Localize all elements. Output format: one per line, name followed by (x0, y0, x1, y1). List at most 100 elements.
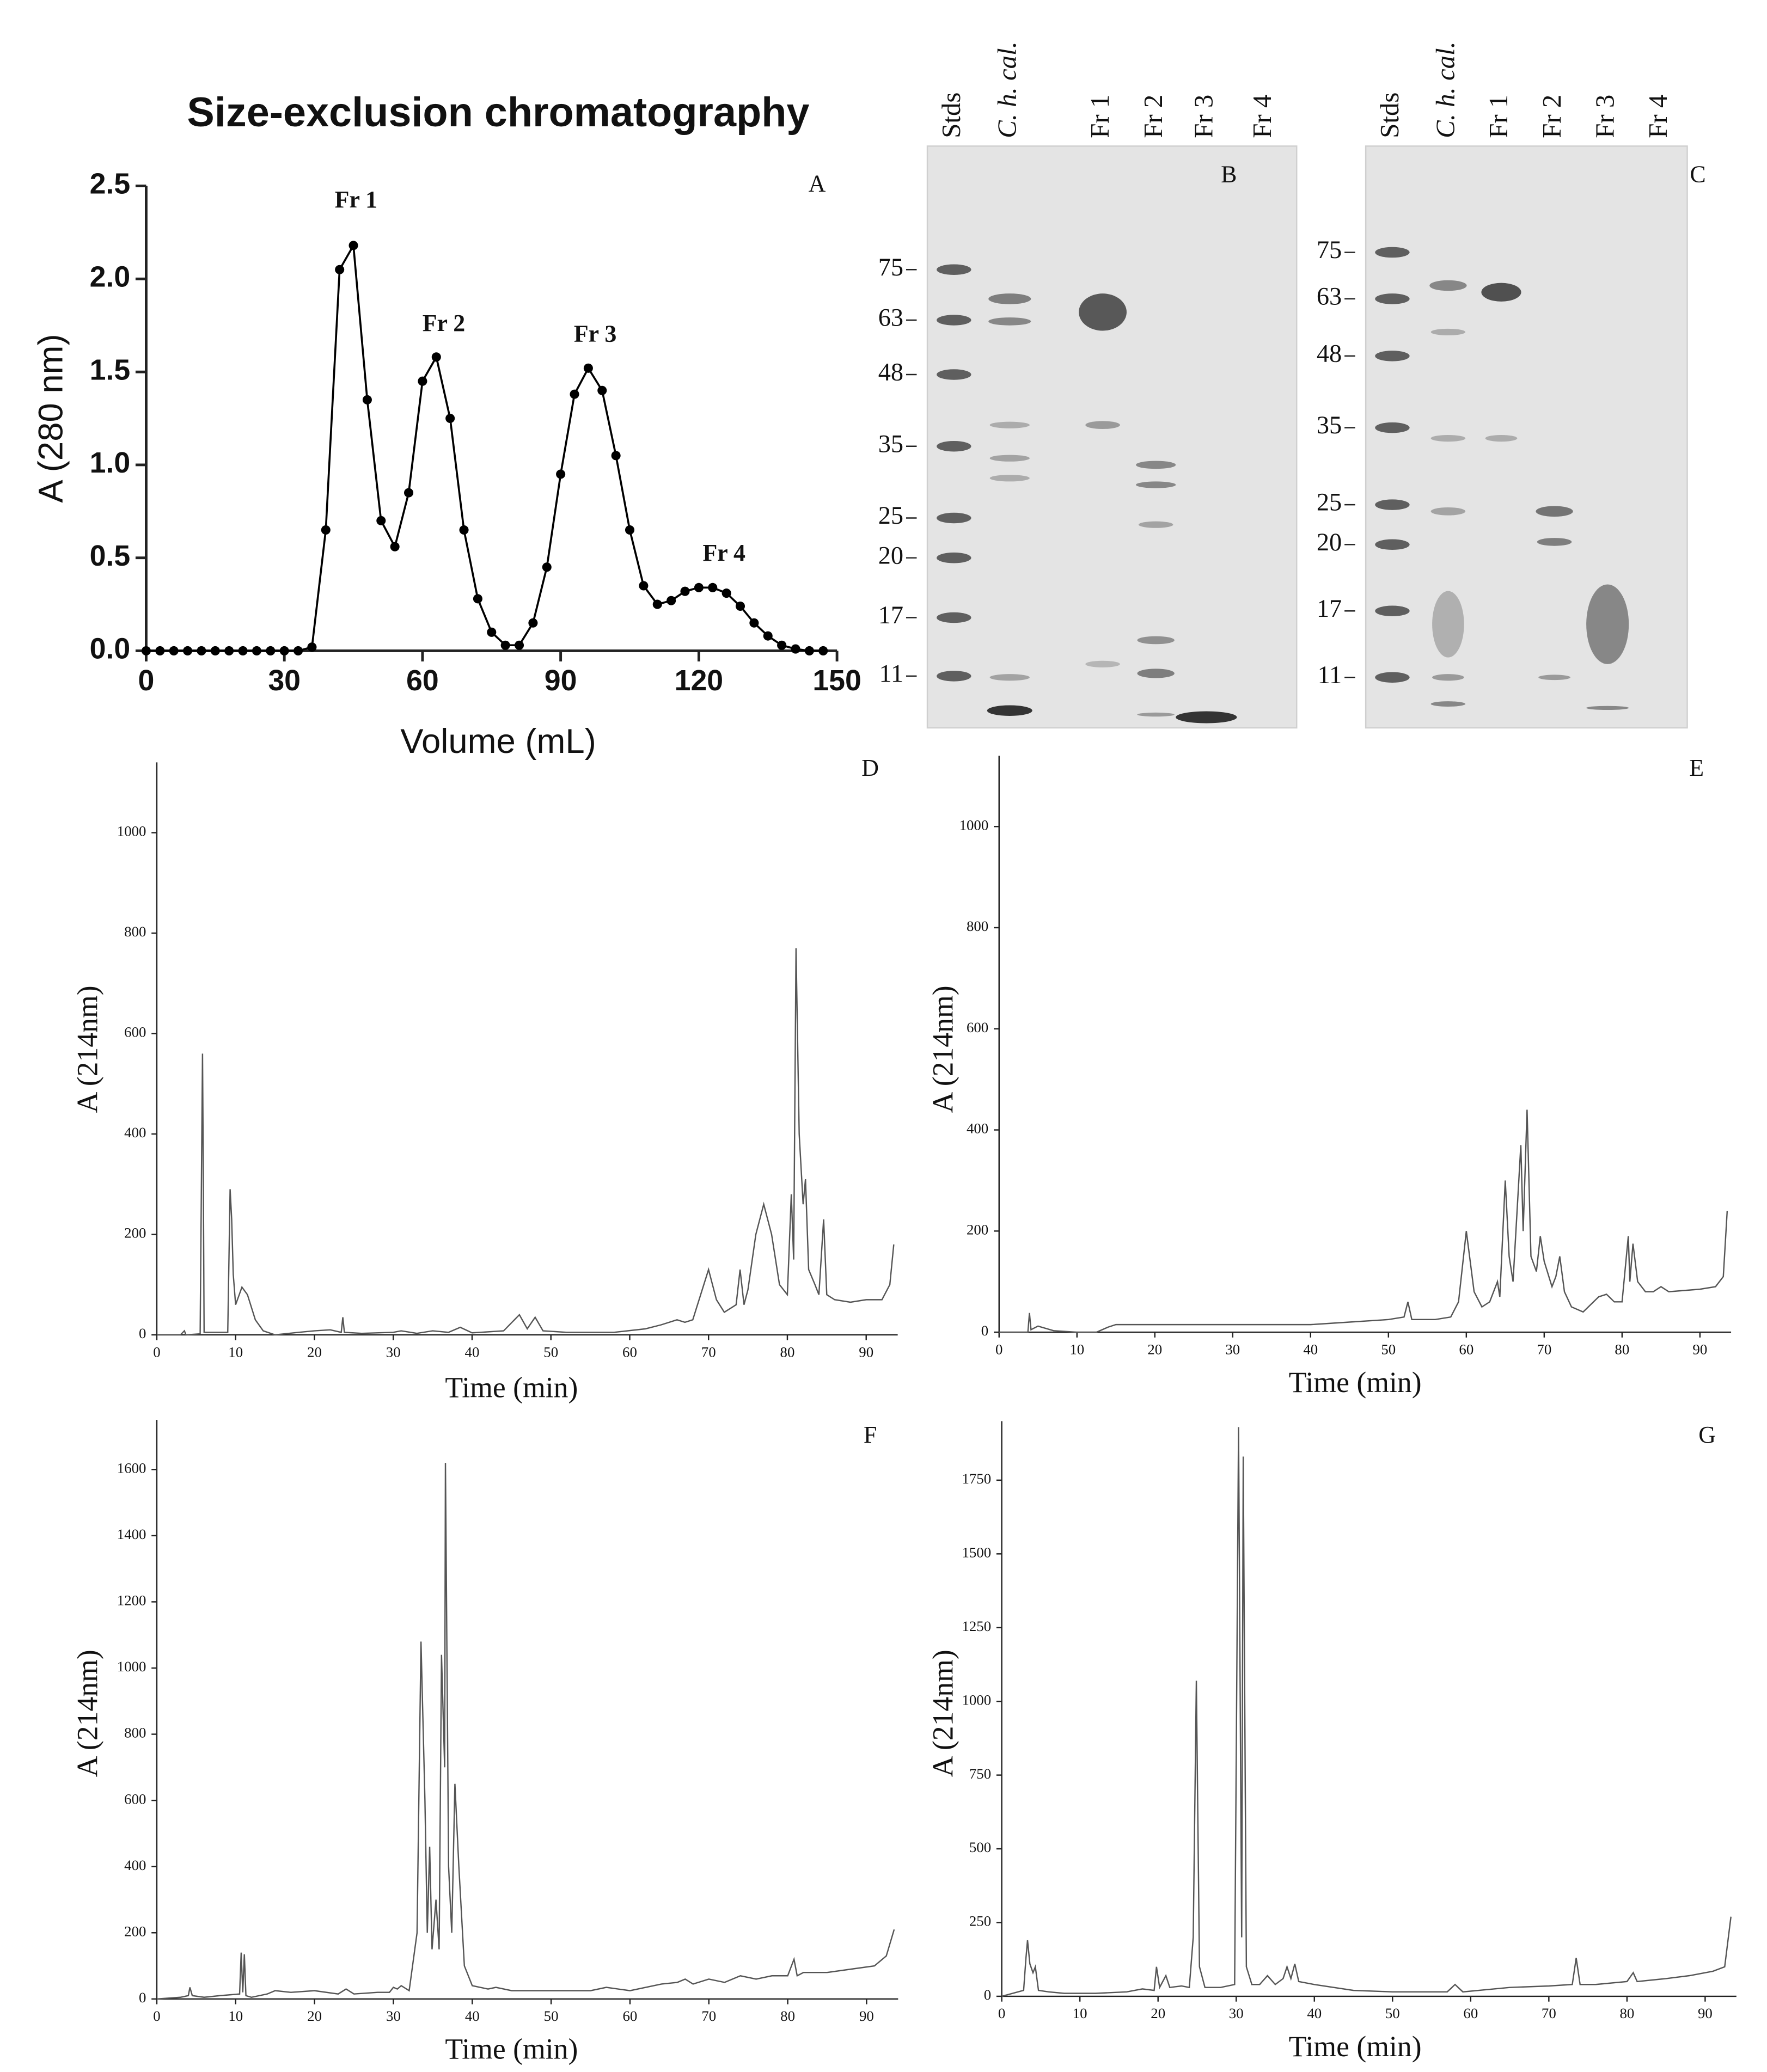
y-tick-label: 600 (967, 1019, 988, 1035)
y-tick-label: 0 (139, 1325, 146, 1341)
y-tick-label: 1000 (962, 1691, 991, 1708)
data-point (777, 640, 787, 650)
marker-label: 48 (1317, 340, 1342, 367)
y-tick-label: 400 (124, 1124, 146, 1141)
marker-label: 17 (878, 602, 903, 629)
data-point (597, 385, 607, 395)
y-tick-label: 800 (967, 918, 988, 934)
data-point (749, 618, 759, 628)
lane-label: Fr 3 (1590, 95, 1619, 138)
y-tick-label: 1200 (117, 1592, 146, 1609)
x-tick-label: 60 (623, 2008, 638, 2024)
data-point (362, 395, 372, 404)
x-tick-label: 70 (701, 2008, 716, 2024)
x-tick-label: 60 (406, 664, 439, 697)
gel-band (937, 671, 971, 682)
lane-label: Stds (1375, 93, 1404, 138)
x-tick-label: 0 (153, 2008, 160, 2024)
gel-band (1429, 280, 1467, 291)
panel-letter: A (809, 171, 826, 197)
data-point (791, 644, 800, 654)
gel-band (1136, 461, 1176, 469)
y-axis-label: A (214nm) (926, 1650, 959, 1777)
gel-band (987, 705, 1032, 716)
panel-letter: B (1221, 162, 1237, 188)
y-tick-label: 0.0 (90, 633, 131, 665)
data-point (252, 646, 261, 656)
x-tick-label: 10 (228, 2008, 243, 2024)
marker-label: 63 (1317, 283, 1342, 311)
gel-band (988, 293, 1031, 304)
y-tick-label: 1.5 (90, 353, 131, 386)
x-axis-label: Time (min) (1289, 2030, 1422, 2063)
y-tick-label: 1000 (117, 823, 146, 839)
data-point (639, 581, 649, 591)
gel-band (1537, 538, 1572, 546)
data-point (445, 413, 455, 424)
marker-label: 20 (878, 542, 903, 569)
data-point (487, 627, 497, 637)
x-tick-label: 60 (1463, 2005, 1478, 2021)
panel-letter: D (861, 755, 879, 781)
x-tick-label: 90 (859, 1344, 873, 1360)
gel-band (1430, 435, 1466, 442)
x-tick-label: 70 (1542, 2005, 1556, 2021)
y-tick-label: 1.0 (90, 446, 131, 479)
gel-band (1538, 675, 1570, 681)
data-point (141, 646, 151, 656)
peak-label: Fr 1 (335, 187, 377, 213)
x-tick-label: 20 (1147, 1341, 1162, 1357)
y-tick-label: 400 (124, 1857, 146, 1873)
x-tick-label: 70 (701, 1344, 716, 1360)
data-point (335, 265, 345, 274)
lane-label: Fr 2 (1537, 95, 1567, 138)
data-point (431, 352, 441, 362)
x-tick-label: 0 (138, 664, 155, 697)
data-point (694, 583, 704, 592)
data-point (210, 646, 220, 656)
y-tick-label: 1750 (962, 1470, 991, 1487)
gel-band (937, 612, 971, 623)
y-axis-label: A (214nm) (71, 1650, 103, 1777)
gel-band (1375, 422, 1410, 433)
x-tick-label: 150 (812, 664, 861, 697)
panel-letter: F (864, 1422, 877, 1448)
peak-label: Fr 4 (703, 540, 745, 566)
data-point (169, 646, 179, 656)
marker-label: 25 (1317, 489, 1342, 517)
data-point (294, 646, 303, 656)
lane-label: C. h. cal. (992, 41, 1022, 138)
x-tick-label: 80 (780, 1344, 795, 1360)
x-axis-label: Time (min) (1289, 1366, 1422, 1399)
y-axis-label: A (214nm) (71, 985, 103, 1113)
data-point (183, 646, 193, 656)
data-line (999, 1109, 1728, 1333)
x-tick-label: 30 (268, 664, 301, 697)
y-tick-label: 800 (124, 1725, 146, 1741)
data-point (473, 594, 482, 604)
y-tick-label: 1000 (117, 1658, 146, 1675)
gel-band (937, 369, 971, 380)
chart-title: Size-exclusion chromatography (187, 90, 809, 136)
data-point (418, 376, 427, 386)
gel-band (1085, 421, 1120, 430)
y-tick-label: 600 (124, 1024, 146, 1040)
gel-band (989, 475, 1030, 482)
data-point (266, 646, 276, 656)
lane-label: Fr 4 (1643, 95, 1673, 138)
gel-band (937, 264, 971, 275)
gel-band (1137, 669, 1175, 678)
x-axis-label: Time (min) (445, 1371, 578, 1404)
x-tick-label: 90 (1692, 1341, 1707, 1357)
x-tick-label: 50 (1381, 1341, 1396, 1357)
data-point (348, 241, 358, 250)
gel-band (1430, 328, 1466, 336)
gel-band (1375, 351, 1410, 361)
gel-band (989, 455, 1030, 462)
data-point (307, 642, 317, 652)
x-tick-label: 0 (998, 2005, 1005, 2021)
marker-label: 35 (1317, 412, 1342, 439)
data-point (321, 525, 331, 535)
